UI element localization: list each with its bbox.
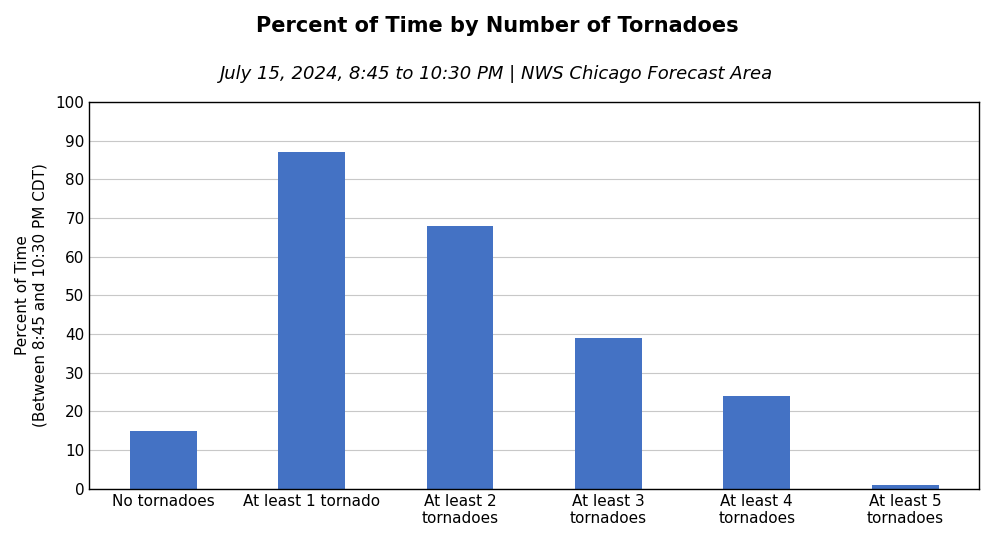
- Text: July 15, 2024, 8:45 to 10:30 PM | NWS Chicago Forecast Area: July 15, 2024, 8:45 to 10:30 PM | NWS Ch…: [221, 65, 773, 83]
- Bar: [130, 431, 197, 489]
- Y-axis label: Percent of Time
(Between 8:45 and 10:30 PM CDT): Percent of Time (Between 8:45 and 10:30 …: [15, 163, 48, 427]
- Bar: [278, 153, 345, 489]
- Bar: [426, 226, 493, 489]
- Text: Percent of Time by Number of Tornadoes: Percent of Time by Number of Tornadoes: [255, 16, 739, 36]
- Bar: [872, 485, 938, 489]
- Bar: [576, 338, 642, 489]
- Bar: [724, 396, 790, 489]
